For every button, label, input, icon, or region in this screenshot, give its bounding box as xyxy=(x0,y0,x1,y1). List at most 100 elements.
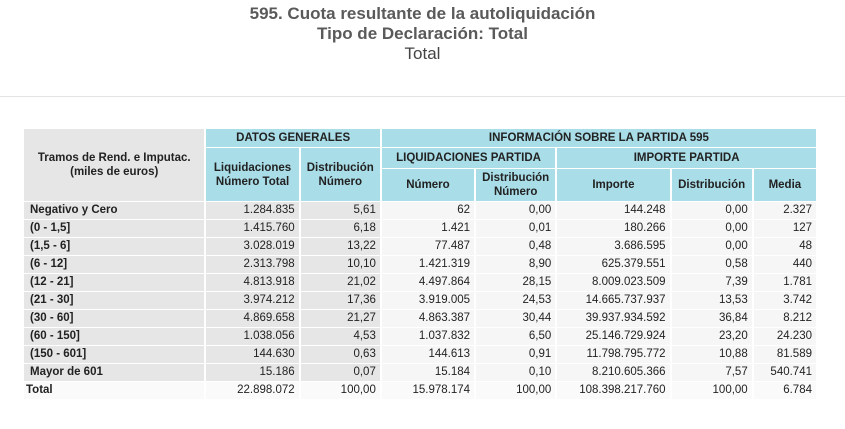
row-label: (12 - 21] xyxy=(24,274,205,291)
table-row: (0 - 1,5] 1.415.760 6,18 1.421 0,01 180.… xyxy=(24,220,816,237)
cell-distribucion-total: 5,61 xyxy=(300,202,380,219)
cell-distribucion-numero: 0,01 xyxy=(476,220,556,237)
cell-distribucion-importe: 0,00 xyxy=(671,238,752,255)
divider xyxy=(0,96,845,97)
total-liquidaciones: 22.898.072 xyxy=(206,382,299,399)
cell-importe: 625.379.551 xyxy=(557,256,670,273)
report-title: 595. Cuota resultante de la autoliquidac… xyxy=(249,4,596,23)
row-label: (0 - 1,5] xyxy=(24,220,205,237)
header-distribucion-numero-partida: Distribución Número xyxy=(476,169,556,201)
total-importe: 108.398.217.760 xyxy=(557,382,670,399)
statistics-table: Tramos de Rend. e Imputac. (miles de eur… xyxy=(22,128,818,400)
row-label: Negativo y Cero xyxy=(24,202,205,219)
cell-distribucion-total: 6,18 xyxy=(300,220,380,237)
table-row: Negativo y Cero 1.284.835 5,61 62 0,00 1… xyxy=(24,202,816,219)
header-datos-generales: DATOS GENERALES xyxy=(206,129,380,147)
report-title-block: 595. Cuota resultante de la autoliquidac… xyxy=(0,4,845,64)
header-liquidaciones-partida: LIQUIDACIONES PARTIDA xyxy=(381,148,556,169)
cell-distribucion-total: 21,02 xyxy=(300,274,380,291)
cell-distribucion-numero: 24,53 xyxy=(476,292,556,309)
cell-distribucion-importe: 36,84 xyxy=(671,310,752,327)
cell-media: 2.327 xyxy=(753,202,816,219)
cell-liquidaciones-total: 144.630 xyxy=(206,346,299,363)
table-row: (60 - 150] 1.038.056 4,53 1.037.832 6,50… xyxy=(24,328,816,345)
row-label: Mayor de 601 xyxy=(24,364,205,381)
cell-distribucion-total: 13,22 xyxy=(300,238,380,255)
header-tramos: Tramos de Rend. e Imputac. (miles de eur… xyxy=(24,129,205,201)
cell-distribucion-numero: 8,90 xyxy=(476,256,556,273)
header-importe: Importe xyxy=(557,169,670,201)
cell-numero: 77.487 xyxy=(381,238,475,255)
cell-media: 81.589 xyxy=(753,346,816,363)
cell-distribucion-importe: 23,20 xyxy=(671,328,752,345)
cell-liquidaciones-total: 4.869.658 xyxy=(206,310,299,327)
row-label: (60 - 150] xyxy=(24,328,205,345)
cell-distribucion-numero: 30,44 xyxy=(476,310,556,327)
total-distribucion-importe: 100,00 xyxy=(671,382,752,399)
table-row: (21 - 30] 3.974.212 17,36 3.919.005 24,5… xyxy=(24,292,816,309)
cell-distribucion-importe: 0,00 xyxy=(671,202,752,219)
header-importe-partida: IMPORTE PARTIDA xyxy=(557,148,816,169)
report-subtitle-total: Total xyxy=(404,44,441,63)
cell-distribucion-importe: 0,00 xyxy=(671,220,752,237)
cell-distribucion-importe: 13,53 xyxy=(671,292,752,309)
total-label: Total xyxy=(24,382,205,399)
total-distribucion-numero: 100,00 xyxy=(476,382,556,399)
row-label: (21 - 30] xyxy=(24,292,205,309)
total-media: 6.784 xyxy=(753,382,816,399)
cell-importe: 180.266 xyxy=(557,220,670,237)
table-row: (6 - 12] 2.313.798 10,10 1.421.319 8,90 … xyxy=(24,256,816,273)
cell-importe: 3.686.595 xyxy=(557,238,670,255)
header-numero: Número xyxy=(381,169,475,201)
cell-media: 3.742 xyxy=(753,292,816,309)
cell-distribucion-numero: 0,10 xyxy=(476,364,556,381)
table-row: (1,5 - 6] 3.028.019 13,22 77.487 0,48 3.… xyxy=(24,238,816,255)
cell-media: 48 xyxy=(753,238,816,255)
cell-distribucion-numero: 0,48 xyxy=(476,238,556,255)
cell-distribucion-total: 0,63 xyxy=(300,346,380,363)
table-row: (12 - 21] 4.813.918 21,02 4.497.864 28,1… xyxy=(24,274,816,291)
cell-numero: 144.613 xyxy=(381,346,475,363)
cell-numero: 4.863.387 xyxy=(381,310,475,327)
header-distribucion-numero: Distribución Número xyxy=(300,148,380,201)
header-distribucion: Distribución xyxy=(671,169,752,201)
cell-numero: 3.919.005 xyxy=(381,292,475,309)
cell-liquidaciones-total: 3.974.212 xyxy=(206,292,299,309)
cell-numero: 1.421 xyxy=(381,220,475,237)
total-distribucion: 100,00 xyxy=(300,382,380,399)
cell-distribucion-importe: 0,58 xyxy=(671,256,752,273)
row-label: (30 - 60] xyxy=(24,310,205,327)
cell-distribucion-importe: 7,57 xyxy=(671,364,752,381)
cell-importe: 39.937.934.592 xyxy=(557,310,670,327)
table-row: (30 - 60] 4.869.658 21,27 4.863.387 30,4… xyxy=(24,310,816,327)
cell-numero: 15.184 xyxy=(381,364,475,381)
header-media: Media xyxy=(753,169,816,201)
cell-liquidaciones-total: 1.415.760 xyxy=(206,220,299,237)
cell-distribucion-numero: 28,15 xyxy=(476,274,556,291)
cell-numero: 62 xyxy=(381,202,475,219)
cell-importe: 8.009.023.509 xyxy=(557,274,670,291)
cell-distribucion-numero: 0,91 xyxy=(476,346,556,363)
total-numero: 15.978.174 xyxy=(381,382,475,399)
cell-media: 540.741 xyxy=(753,364,816,381)
cell-liquidaciones-total: 4.813.918 xyxy=(206,274,299,291)
cell-distribucion-importe: 7,39 xyxy=(671,274,752,291)
header-informacion-partida: INFORMACIÓN SOBRE LA PARTIDA 595 xyxy=(381,129,816,147)
cell-distribucion-total: 10,10 xyxy=(300,256,380,273)
total-row: Total 22.898.072 100,00 15.978.174 100,0… xyxy=(24,382,816,399)
cell-numero: 1.421.319 xyxy=(381,256,475,273)
cell-numero: 4.497.864 xyxy=(381,274,475,291)
cell-importe: 8.210.605.366 xyxy=(557,364,670,381)
cell-media: 8.212 xyxy=(753,310,816,327)
cell-liquidaciones-total: 1.284.835 xyxy=(206,202,299,219)
cell-numero: 1.037.832 xyxy=(381,328,475,345)
cell-media: 127 xyxy=(753,220,816,237)
cell-media: 1.781 xyxy=(753,274,816,291)
row-label: (6 - 12] xyxy=(24,256,205,273)
cell-importe: 144.248 xyxy=(557,202,670,219)
cell-media: 24.230 xyxy=(753,328,816,345)
cell-media: 440 xyxy=(753,256,816,273)
cell-liquidaciones-total: 3.028.019 xyxy=(206,238,299,255)
cell-distribucion-importe: 10,88 xyxy=(671,346,752,363)
row-label: (150 - 601] xyxy=(24,346,205,363)
